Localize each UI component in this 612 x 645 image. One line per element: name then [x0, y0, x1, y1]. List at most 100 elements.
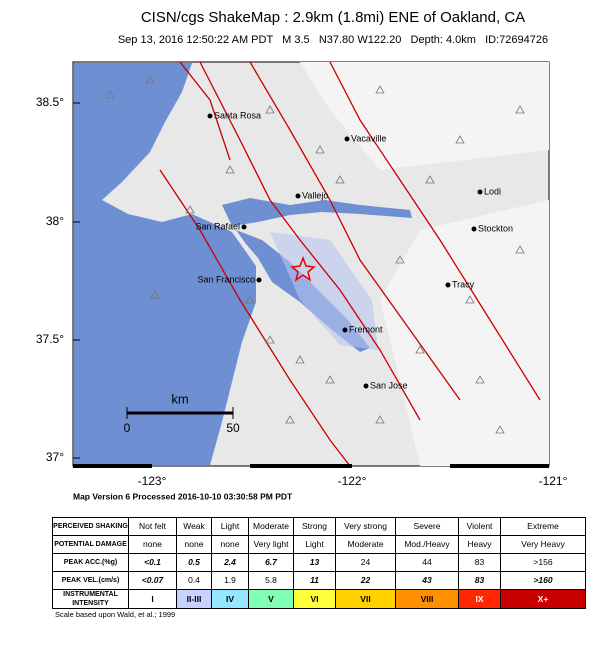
city-dot [477, 189, 483, 195]
city-label: Santa Rosa [214, 110, 261, 120]
station [395, 255, 405, 264]
table-cell: Weak [176, 517, 212, 536]
table-cell: Light [293, 535, 336, 554]
station [225, 165, 235, 174]
station [375, 85, 385, 94]
table-row: PEAK ACC.(%g) <0.1 0.5 2.4 6.7 13 24 44 83 >156 [52, 553, 586, 572]
station [295, 355, 305, 364]
table-cell: IX [458, 589, 501, 609]
scale-label: 0 [124, 421, 131, 435]
table-cell: X+ [500, 589, 586, 609]
row-label: POTENTIAL DAMAGE [52, 535, 129, 554]
table-cell: <0.1 [128, 553, 177, 572]
table-cell: Moderate [248, 517, 294, 536]
station [425, 175, 435, 184]
subtitle: Sep 13, 2016 12:50:22 AM PDT M 3.5 N37.8… [118, 34, 548, 46]
table-cell: 22 [335, 571, 396, 590]
table-cell: 83 [458, 553, 501, 572]
lon-label: -123° [138, 474, 167, 488]
station [315, 145, 325, 154]
table-cell: Very Heavy [500, 535, 586, 554]
city-dot [207, 113, 213, 119]
fault [199, 61, 421, 421]
fault [179, 61, 231, 161]
city-dot [445, 282, 451, 288]
title: CISN/cgs ShakeMap : 2.9km (1.8mi) ENE of… [141, 9, 525, 26]
station [185, 205, 195, 214]
city-label: Vacaville [351, 133, 386, 143]
station [325, 375, 335, 384]
table-cell: 83 [458, 571, 501, 590]
city-dot [344, 136, 350, 142]
table-cell: none [128, 535, 177, 554]
row-label: PERCEIVED SHAKING [52, 517, 129, 536]
city-dot [295, 193, 301, 199]
footnote: Scale based upon Wald, et al.; 1999 [55, 610, 175, 619]
table-cell: VI [293, 589, 336, 609]
lat-label: 38° [46, 214, 64, 228]
table-cell: Heavy [458, 535, 501, 554]
station [465, 295, 475, 304]
table-cell: Mod./Heavy [395, 535, 459, 554]
fault [159, 169, 351, 467]
table-row: POTENTIAL DAMAGE none none none Very light Li… [52, 535, 586, 554]
table-cell: 13 [293, 553, 336, 572]
city-label: San Rafael [195, 221, 240, 231]
table-cell: 2.4 [211, 553, 249, 572]
map: km 0 50 [72, 61, 550, 467]
table-cell: IV [211, 589, 249, 609]
lat-label: 38.5° [36, 95, 64, 109]
table-cell: 0.5 [176, 553, 212, 572]
row-label: PEAK VEL.(cm/s) [52, 571, 129, 590]
station [515, 105, 525, 114]
fault [249, 61, 461, 401]
table-cell: Not felt [128, 517, 177, 536]
table-row: INSTRUMENTAL INTENSITY I II-III IV V VI VII VII… [52, 589, 586, 609]
table-cell: >160 [500, 571, 586, 590]
lat-label: 37.5° [36, 332, 64, 346]
city-label: Lodi [484, 186, 501, 196]
table-cell: V [248, 589, 294, 609]
table-cell: Extreme [500, 517, 586, 536]
city-label: San Jose [370, 380, 408, 390]
table-cell: none [211, 535, 249, 554]
table-cell: Violent [458, 517, 501, 536]
lon-label: -122° [338, 474, 367, 488]
table-cell: >156 [500, 553, 586, 572]
city-dot [256, 277, 262, 283]
table-cell: 44 [395, 553, 459, 572]
table-cell: 11 [293, 571, 336, 590]
city-dot [241, 224, 247, 230]
city-dot [342, 327, 348, 333]
table-cell: Very light [248, 535, 294, 554]
city-label: Vallejo [302, 190, 328, 200]
central-valley [300, 62, 549, 466]
lon-label: -121° [539, 474, 568, 488]
table-cell: 0.4 [176, 571, 212, 590]
station [265, 105, 275, 114]
table-cell: 43 [395, 571, 459, 590]
scale-unit: km [171, 391, 188, 406]
intensity-table: PERCEIVED SHAKING Not felt Weak Light Modera… [52, 517, 586, 609]
station [145, 75, 155, 84]
station [415, 345, 425, 354]
table-row: PEAK VEL.(cm/s) <0.07 0.4 1.9 5.8 11 22 43 83 >16… [52, 571, 586, 590]
city-label: Tracy [452, 279, 475, 289]
table-cell: 1.9 [211, 571, 249, 590]
table-cell: VII [335, 589, 396, 609]
table-cell: VIII [395, 589, 459, 609]
station [475, 375, 485, 384]
stations [105, 75, 525, 434]
table-cell: II-III [176, 589, 212, 609]
station [495, 425, 505, 434]
table-cell: none [176, 535, 212, 554]
fault [329, 61, 541, 401]
station [375, 415, 385, 424]
table-cell: Light [211, 517, 249, 536]
station [455, 135, 465, 144]
table-cell: Strong [293, 517, 336, 536]
row-label: PEAK ACC.(%g) [52, 553, 129, 572]
